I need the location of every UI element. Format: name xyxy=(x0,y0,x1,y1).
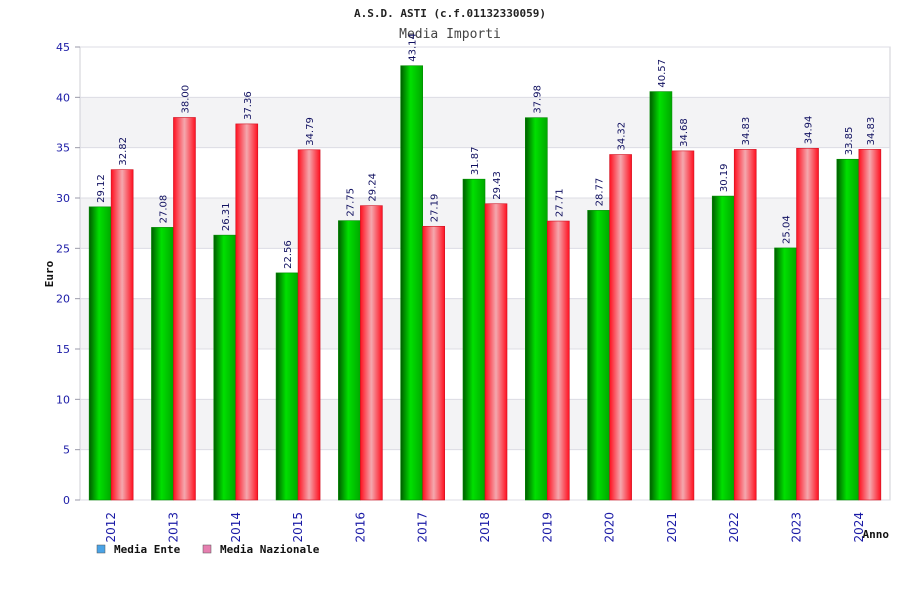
bar-media-nazionale xyxy=(796,147,819,501)
y-tick-label: 15 xyxy=(56,343,70,356)
legend-swatch xyxy=(96,544,106,554)
bar-media-nazionale xyxy=(547,220,570,501)
value-label-media-nazionale: 34.32 xyxy=(617,122,628,151)
bar-media-nazionale xyxy=(110,169,134,501)
value-label-media-nazionale: 37.36 xyxy=(243,91,254,120)
bar-media-nazionale xyxy=(235,123,259,501)
value-label-media-ente: 43.14 xyxy=(408,33,419,62)
value-label-media-ente: 29.12 xyxy=(96,174,107,203)
bar-media-ente xyxy=(711,195,735,501)
chart-title: A.S.D. ASTI (c.f.01132330059) xyxy=(354,7,546,20)
x-tick-label: 2019 xyxy=(540,512,554,543)
y-tick-label: 35 xyxy=(56,142,70,155)
bar-media-nazionale xyxy=(858,149,882,501)
bar-media-nazionale xyxy=(609,154,632,501)
value-label-media-ente: 40.57 xyxy=(657,59,668,88)
bar-media-ente xyxy=(88,206,112,501)
x-tick-label: 2015 xyxy=(291,512,305,543)
bar-media-ente xyxy=(774,247,797,501)
value-label-media-nazionale: 27.19 xyxy=(430,194,441,223)
bar-media-ente xyxy=(587,210,610,501)
bar-media-nazionale xyxy=(360,205,383,501)
legend-label: Media Nazionale xyxy=(220,543,320,556)
y-tick-label: 25 xyxy=(56,242,70,255)
legend-swatch xyxy=(202,544,212,554)
value-label-media-ente: 25.04 xyxy=(782,215,793,244)
bar-media-nazionale xyxy=(422,225,445,501)
value-label-media-nazionale: 34.83 xyxy=(741,117,752,146)
value-label-media-ente: 26.31 xyxy=(221,203,232,232)
value-labels: 29.12 32.82 27.08 38.00 26.31 37.36 22.56 34.79… xyxy=(96,33,877,269)
y-tick-label: 20 xyxy=(56,293,70,306)
x-tick-label: 2017 xyxy=(416,512,430,543)
bar-media-ente xyxy=(462,178,486,501)
bar-media-nazionale xyxy=(671,150,695,501)
value-label-media-ente: 28.77 xyxy=(595,178,606,207)
y-tick-label: 40 xyxy=(56,91,70,104)
legend-label: Media Ente xyxy=(114,543,181,556)
x-axis-label: Anno xyxy=(863,528,890,541)
value-label-media-nazionale: 34.94 xyxy=(804,116,815,145)
value-label-media-nazionale: 32.82 xyxy=(118,137,129,166)
x-tick-label: 2024 xyxy=(852,512,866,543)
x-axis-ticks: 2012 2013 2014 2015 2016 2017 2018 2019 2020 2021… xyxy=(104,512,866,543)
value-label-media-nazionale: 34.83 xyxy=(866,117,877,146)
value-label-media-ente: 33.85 xyxy=(844,127,855,156)
x-tick-label: 2023 xyxy=(790,512,804,543)
bar-media-ente xyxy=(649,91,673,501)
bar-media-ente xyxy=(836,158,860,501)
bar-media-ente xyxy=(151,227,174,501)
x-tick-label: 2013 xyxy=(166,512,180,543)
value-label-media-ente: 30.19 xyxy=(719,163,730,192)
bar-media-nazionale xyxy=(173,117,196,501)
plot-band xyxy=(80,97,890,148)
bar-media-nazionale xyxy=(733,149,757,501)
y-axis-label: Euro xyxy=(43,260,56,287)
y-tick-label: 30 xyxy=(56,192,70,205)
plot-band xyxy=(80,47,890,98)
value-label-media-ente: 27.75 xyxy=(345,188,356,217)
x-tick-label: 2021 xyxy=(665,512,679,543)
x-tick-label: 2020 xyxy=(603,512,617,543)
y-axis-ticks: 0 5 10 15 20 25 30 35 40 45 xyxy=(56,41,80,507)
bar-media-ente xyxy=(338,220,361,501)
x-tick-label: 2018 xyxy=(478,512,492,543)
bar-media-nazionale xyxy=(484,203,508,501)
x-tick-label: 2016 xyxy=(353,512,367,543)
bar-media-nazionale xyxy=(297,149,321,501)
bars xyxy=(88,65,882,501)
x-tick-label: 2012 xyxy=(104,512,118,543)
bar-media-ente xyxy=(525,117,548,501)
value-label-media-nazionale: 34.68 xyxy=(679,118,690,147)
bar-media-ente xyxy=(400,65,423,501)
y-tick-label: 0 xyxy=(63,494,70,507)
value-label-media-ente: 37.98 xyxy=(532,85,543,114)
value-label-media-nazionale: 38.00 xyxy=(180,85,191,114)
chart-subtitle: Media Importi xyxy=(399,27,501,42)
value-label-media-ente: 27.08 xyxy=(158,195,169,224)
y-tick-label: 10 xyxy=(56,393,70,406)
bar-media-ente xyxy=(275,272,299,501)
value-label-media-ente: 22.56 xyxy=(283,240,294,269)
value-label-media-nazionale: 34.79 xyxy=(305,117,316,146)
x-tick-label: 2014 xyxy=(229,512,243,543)
value-label-media-nazionale: 29.24 xyxy=(367,173,378,202)
value-label-media-ente: 31.87 xyxy=(470,147,481,176)
bar-media-ente xyxy=(213,234,237,501)
y-tick-label: 45 xyxy=(56,41,70,54)
value-label-media-nazionale: 27.71 xyxy=(554,188,565,217)
y-tick-label: 5 xyxy=(63,444,70,457)
legend: Media Ente Media Nazionale xyxy=(96,543,320,556)
x-tick-label: 2022 xyxy=(727,512,741,543)
value-label-media-nazionale: 29.43 xyxy=(492,171,503,200)
